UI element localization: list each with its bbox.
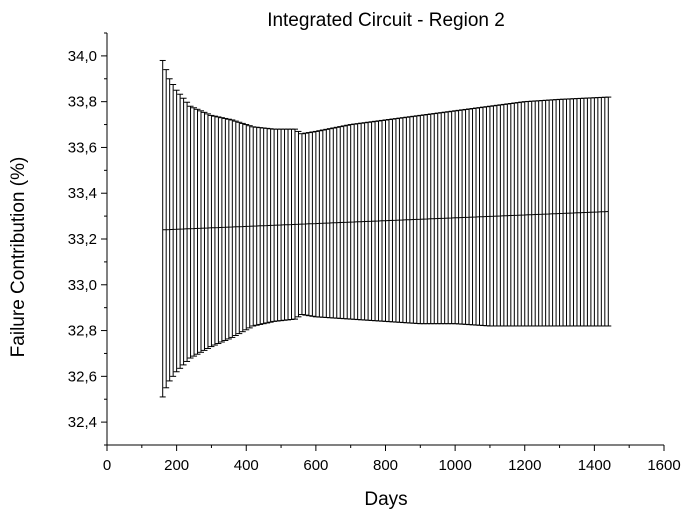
x-tick-label: 1200 — [508, 457, 541, 474]
x-tick-label: 200 — [164, 457, 189, 474]
y-tick-label: 33,4 — [68, 185, 97, 202]
y-tick-label: 33,6 — [68, 139, 97, 156]
y-tick-label: 32,6 — [68, 368, 97, 385]
y-tick-label: 32,4 — [68, 414, 97, 431]
x-tick-label: 600 — [303, 457, 328, 474]
plot-area — [159, 59, 612, 398]
y-tick-label: 33,2 — [68, 231, 97, 248]
y-tick-label: 34,0 — [68, 48, 97, 65]
y-axis-label: Failure Contribution (%) — [8, 157, 29, 358]
x-tick-label: 0 — [103, 457, 111, 474]
x-tick-label: 800 — [373, 457, 398, 474]
chart-title: Integrated Circuit - Region 2 — [267, 10, 505, 31]
y-tick-label: 33,0 — [68, 277, 97, 294]
x-tick-label: 1600 — [647, 457, 680, 474]
x-tick-label: 1000 — [438, 457, 471, 474]
y-tick-label: 33,8 — [68, 94, 97, 111]
mean-line — [162, 211, 609, 231]
x-axis-label: Days — [364, 489, 407, 510]
x-tick-label: 400 — [234, 457, 259, 474]
axes: 0 200 400 600 800 1000 1200 1400 1600 32,4 32,6 32,… — [68, 32, 681, 474]
x-tick-label: 1400 — [578, 457, 611, 474]
y-tick-label: 32,8 — [68, 323, 97, 340]
